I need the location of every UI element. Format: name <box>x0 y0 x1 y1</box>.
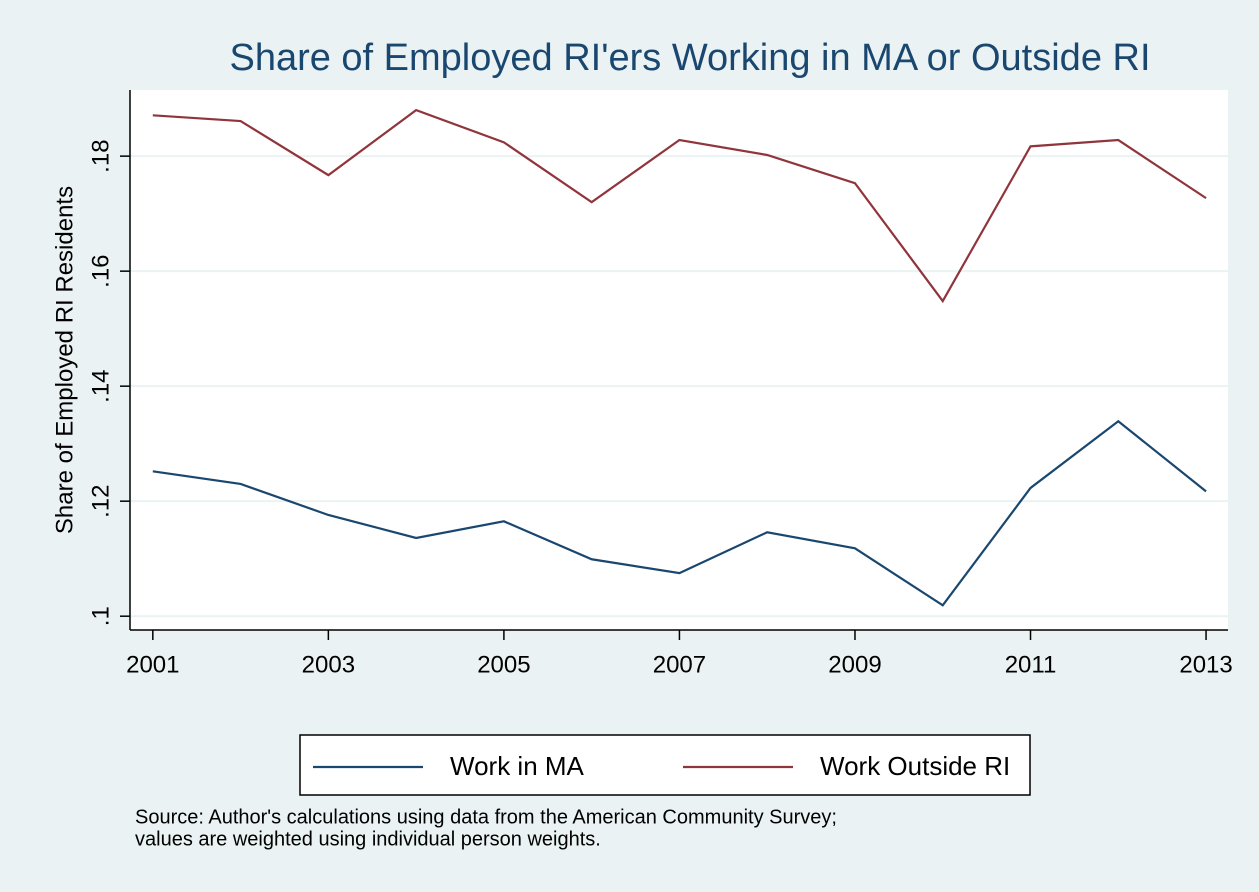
y-tick-label: .12 <box>87 484 114 517</box>
x-tick-label: 2001 <box>126 651 179 678</box>
x-tick-label: 2007 <box>653 651 706 678</box>
note: Source: Author's calculations using data… <box>135 806 837 828</box>
y-tick-label: .16 <box>87 254 114 287</box>
y-tick-label: .1 <box>87 606 114 626</box>
x-tick-label: 2009 <box>828 651 881 678</box>
y-axis-title: Share of Employed RI Residents <box>51 186 78 534</box>
x-tick-label: 2005 <box>477 651 530 678</box>
y-tick-label: .14 <box>87 369 114 402</box>
chart-title: Share of Employed RI'ers Working in MA o… <box>229 37 1150 79</box>
legend-label: Work Outside RI <box>820 751 1010 781</box>
legend-box <box>299 734 1031 796</box>
x-tick-label: 2013 <box>1179 651 1232 678</box>
x-tick-label: 2011 <box>1005 651 1057 678</box>
series-line <box>152 108 1207 304</box>
y-tick-label: .18 <box>87 139 114 172</box>
plot-area <box>130 90 1228 630</box>
series-line <box>152 419 1207 607</box>
legend-label: Work in MA <box>450 751 585 781</box>
x-tick-label: 2003 <box>302 651 355 678</box>
note: values are weighted using individual per… <box>135 828 601 850</box>
